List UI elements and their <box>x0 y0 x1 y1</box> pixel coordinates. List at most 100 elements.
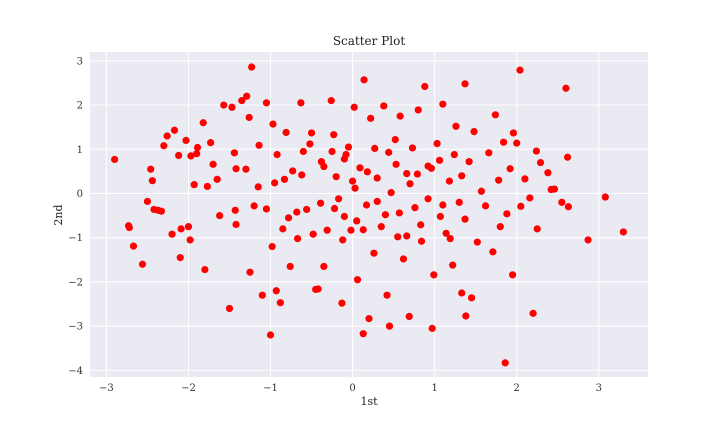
scatter-point <box>314 285 322 293</box>
scatter-point <box>250 202 258 210</box>
scatter-point <box>286 262 294 271</box>
scatter-point <box>125 223 133 232</box>
scatter-point <box>330 131 338 139</box>
scatter-point <box>111 155 119 164</box>
x-tick-label: 1 <box>431 383 437 394</box>
y-tick-label: 2 <box>77 101 83 112</box>
x-tick-label: 2 <box>514 383 520 394</box>
scatter-point <box>168 230 176 238</box>
scatter-point <box>406 180 414 188</box>
x-tick-label: 0 <box>349 383 355 394</box>
scatter-point <box>299 147 307 156</box>
scatter-point <box>182 136 190 145</box>
scatter-point <box>316 199 325 207</box>
scatter-point <box>245 113 253 122</box>
scatter-point <box>377 223 385 231</box>
scatter-point <box>258 291 266 299</box>
scatter-point <box>323 226 331 234</box>
scatter-point <box>467 294 476 302</box>
scatter-point <box>298 171 306 179</box>
scatter-point <box>225 304 234 313</box>
scatter-point <box>289 167 297 175</box>
scatter-point <box>262 205 271 213</box>
scatter-point <box>424 195 432 203</box>
scatter-point <box>427 164 435 172</box>
scatter-point <box>408 144 417 152</box>
scatter-point <box>353 217 361 225</box>
grid-layer <box>90 52 648 377</box>
scatter-point <box>442 229 450 237</box>
scatter-point <box>232 220 240 229</box>
scatter-point <box>403 169 411 178</box>
scatter-point <box>601 193 609 201</box>
x-tick-label: −2 <box>181 383 196 394</box>
scatter-point <box>359 330 367 338</box>
scatter-point <box>340 155 348 163</box>
y-tick-label: −4 <box>68 366 83 377</box>
scatter-point <box>428 324 436 332</box>
scatter-point <box>297 99 305 107</box>
scatter-point <box>461 80 469 88</box>
scatter-point <box>489 248 497 256</box>
scatter-point <box>243 92 251 100</box>
scatter-point <box>458 289 466 297</box>
scatter-point <box>160 142 168 150</box>
scatter-point <box>232 165 240 173</box>
scatter-point <box>367 114 375 122</box>
scatter-point <box>282 128 290 137</box>
scatter-point <box>272 287 280 295</box>
scatter-point <box>238 97 246 105</box>
scatter-point <box>462 312 470 320</box>
scatter-point <box>220 101 228 109</box>
scatter-point <box>433 139 441 148</box>
scatter-point <box>373 174 381 182</box>
scatter-point <box>175 151 183 160</box>
scatter-point <box>327 97 335 105</box>
x-tick-label: −1 <box>263 383 278 394</box>
scatter-point <box>496 223 504 231</box>
scatter-point <box>473 238 481 246</box>
scatter-point <box>458 172 466 180</box>
x-tick-label: −3 <box>99 383 114 394</box>
scatter-point <box>562 84 570 92</box>
scatter-point <box>563 153 572 161</box>
scatter-point <box>268 242 276 251</box>
scatter-point <box>303 205 311 214</box>
scatter-point <box>143 197 152 206</box>
y-tick-label: 3 <box>77 56 83 67</box>
scatter-point <box>356 164 364 172</box>
scatter-point <box>242 165 250 173</box>
scatter-point <box>276 299 284 307</box>
scatter-point <box>445 177 454 185</box>
scatter-point <box>294 234 302 243</box>
scatter-point <box>470 127 478 136</box>
y-tick-label: −1 <box>68 233 83 244</box>
scatter-point <box>279 225 287 233</box>
scatter-point <box>465 158 473 166</box>
scatter-point <box>391 135 399 144</box>
scatter-point <box>536 158 545 167</box>
scatter-point <box>517 202 525 210</box>
scatter-point <box>273 150 281 159</box>
scatter-point <box>320 162 328 171</box>
scatter-point <box>307 129 316 137</box>
scatter-point <box>383 291 391 299</box>
scatter-point <box>491 111 499 119</box>
scatter-point <box>413 170 422 178</box>
scatter-point <box>385 148 393 156</box>
scatter-point <box>176 254 184 262</box>
scatter-point <box>414 106 422 114</box>
scatter-point <box>184 223 193 231</box>
scatter-point <box>248 63 256 71</box>
scatter-point <box>411 204 419 212</box>
scatter-point <box>186 236 194 244</box>
scatter-point <box>395 209 403 217</box>
y-tick-label: −2 <box>68 277 83 288</box>
scatter-point <box>230 149 239 157</box>
scatter-point <box>385 322 394 330</box>
scatter-point <box>481 202 490 210</box>
x-axis-label: 1st <box>360 395 378 408</box>
scatter-point <box>532 147 541 155</box>
scatter-point <box>544 169 552 177</box>
